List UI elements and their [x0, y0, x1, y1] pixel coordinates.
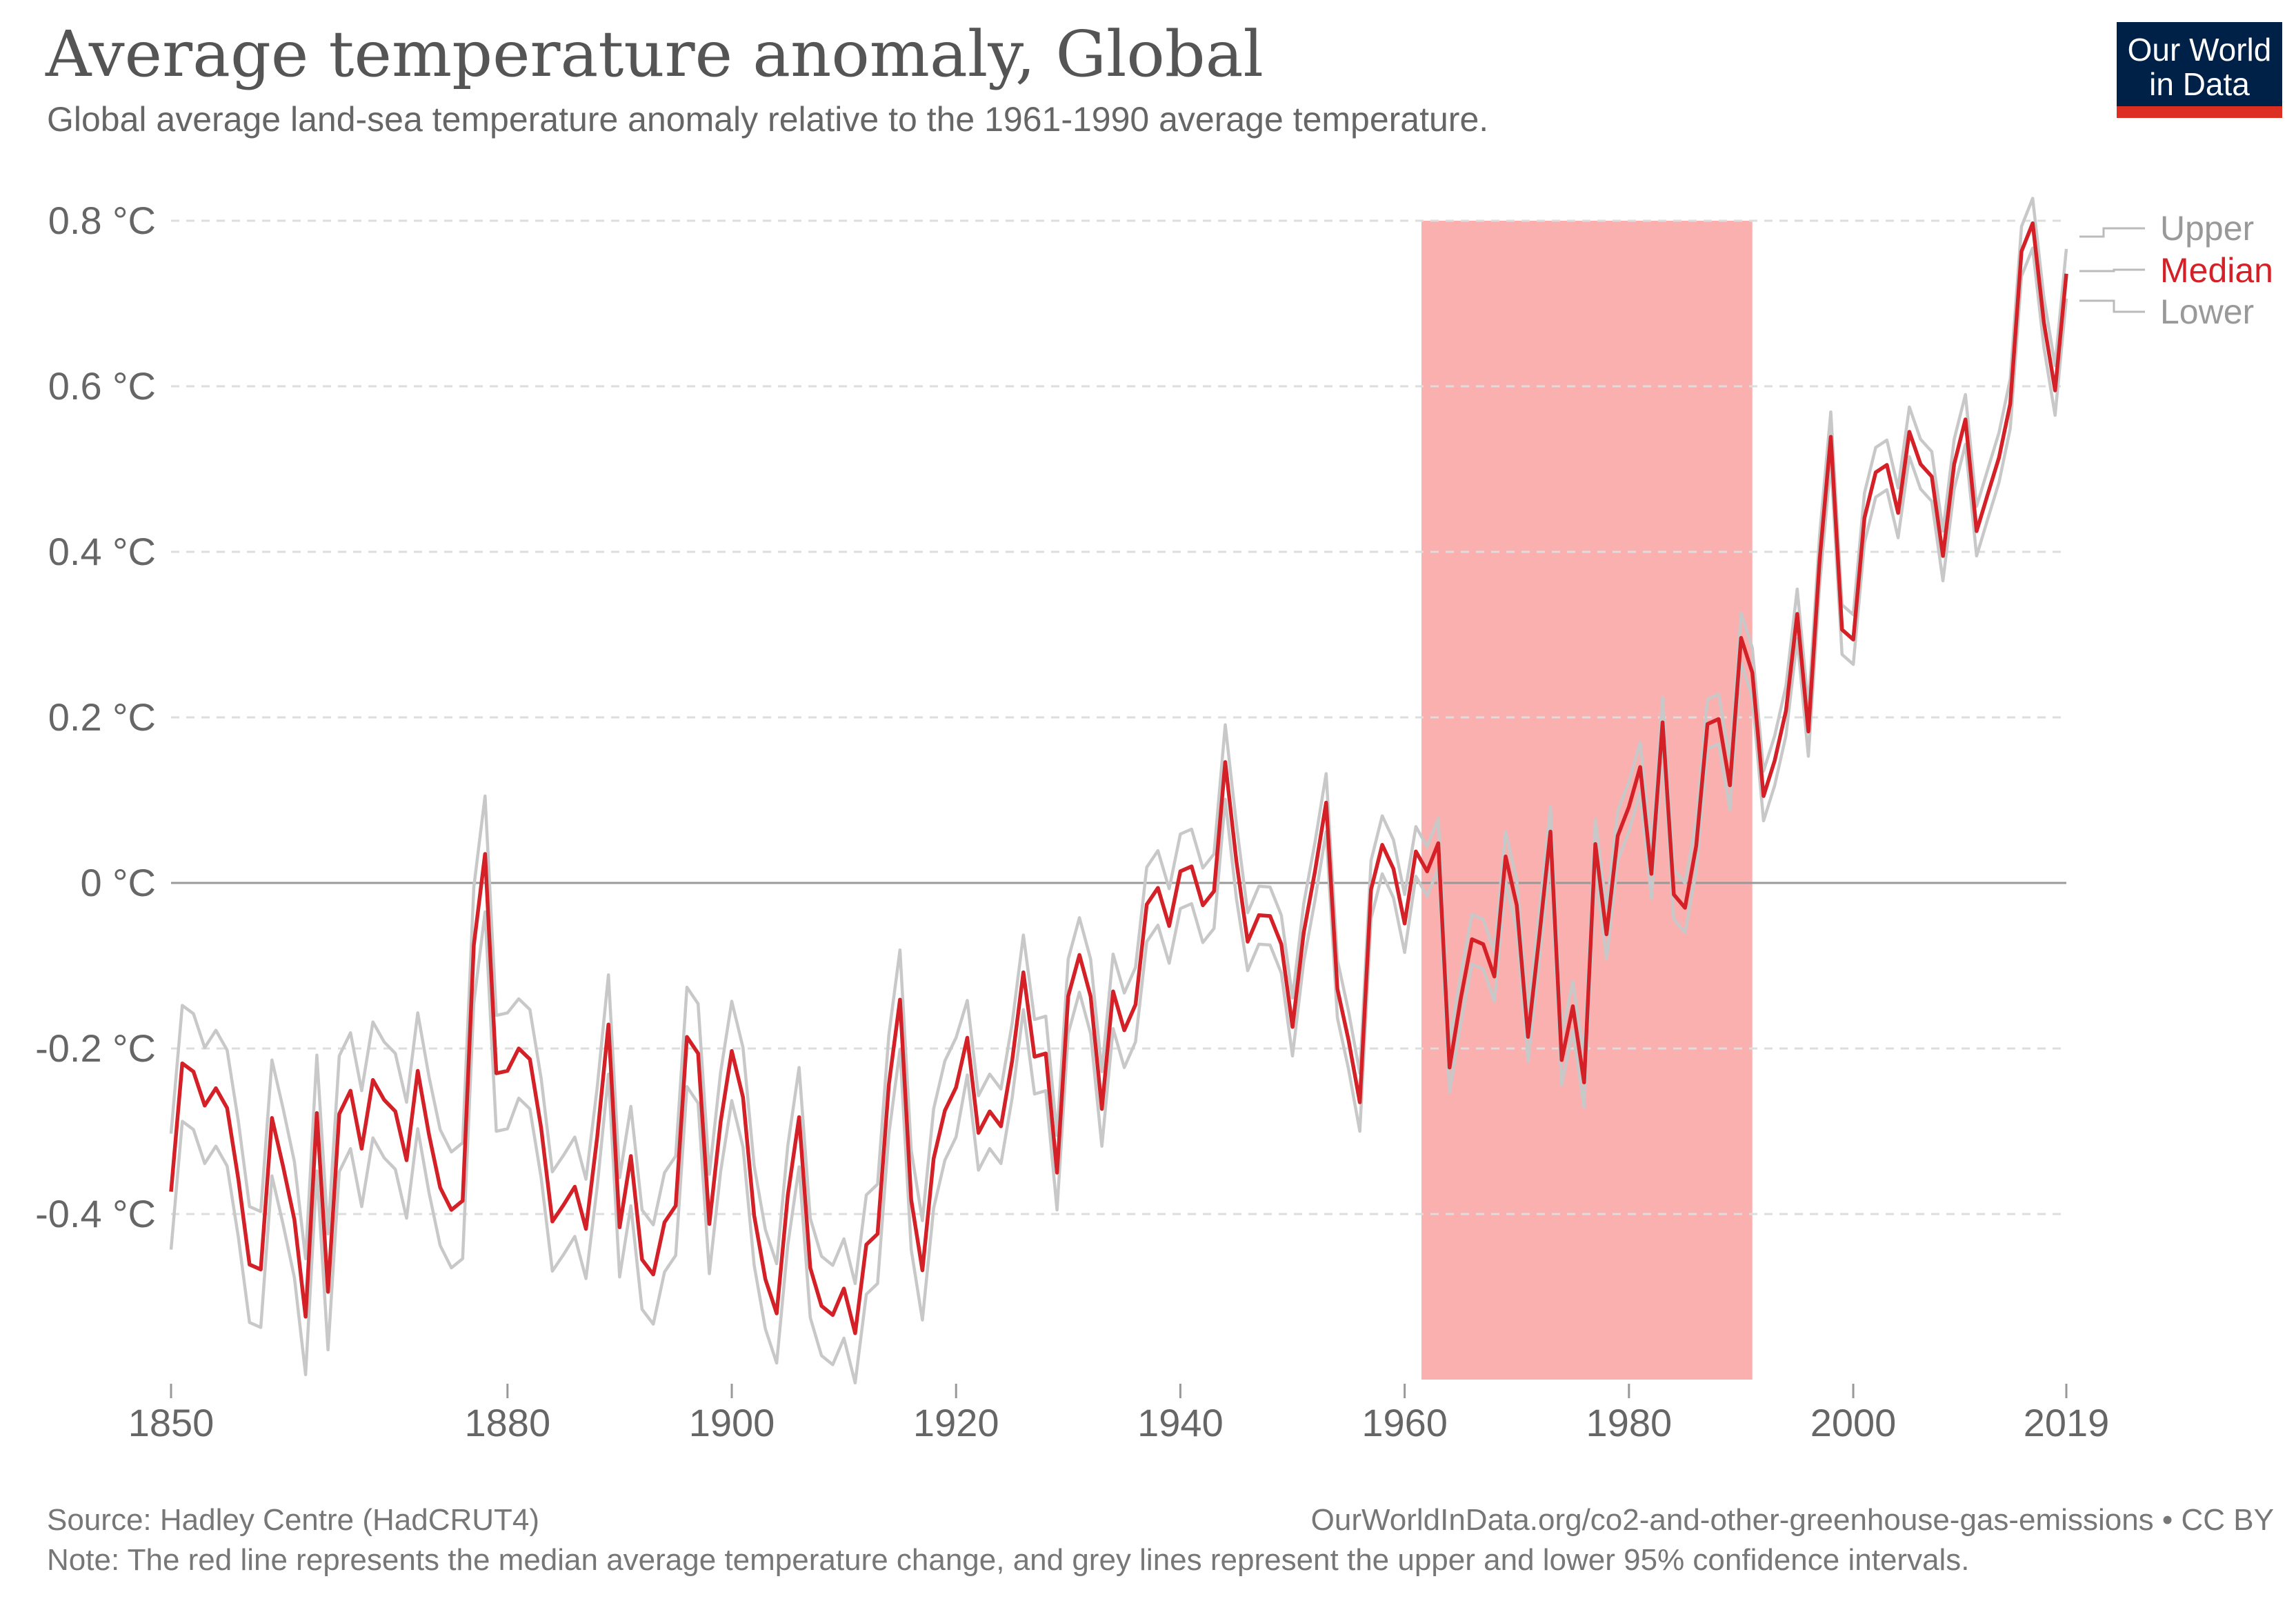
gridlines	[171, 219, 2066, 1215]
x-tick-label: 1850	[128, 1401, 214, 1444]
x-tick-label: 1940	[1137, 1401, 1224, 1444]
logo-line1: Our World	[2128, 32, 2272, 68]
y-tick-label: 0.2 °C	[48, 695, 156, 739]
upper-line	[169, 197, 2068, 1286]
source-text: Source: Hadley Centre (HadCRUT4)	[47, 1503, 539, 1537]
y-tick-label: -0.4 °C	[35, 1192, 156, 1235]
y-axis: 0.8 °C 0.6 °C 0.4 °C 0.2 °C 0 °C -0.2 °C -0.4 …	[35, 199, 156, 1235]
chart-title: Average temperature anomaly, Global	[45, 17, 1264, 91]
chart-subtitle: Global average land-sea temperature anom…	[47, 100, 1488, 139]
y-tick-label: 0.6 °C	[48, 364, 156, 408]
x-tick-label: 2000	[1810, 1401, 1897, 1444]
lower-line	[169, 246, 2068, 1385]
logo-red-bar	[2117, 106, 2282, 118]
logo-background	[2117, 22, 2282, 106]
y-tick-label: 0 °C	[80, 861, 156, 904]
legend-connector-lower	[2079, 299, 2145, 313]
y-tick-label: 0.8 °C	[48, 199, 156, 242]
legend-upper: Upper	[2160, 209, 2254, 248]
legend: Upper Median Lower	[2079, 209, 2273, 331]
owid-logo[interactable]: Our World in Data	[2117, 22, 2282, 118]
legend-connector-median	[2079, 268, 2145, 272]
x-tick-label: 1980	[1586, 1401, 1673, 1444]
source-url-link[interactable]: OurWorldInData.org/co2-and-other-greenho…	[1311, 1503, 2274, 1537]
y-tick-label: 0.4 °C	[48, 530, 156, 573]
x-tick-label: 2019	[2024, 1401, 2110, 1444]
legend-connector-upper	[2079, 227, 2145, 238]
x-tick-label: 1900	[689, 1401, 775, 1444]
legend-median: Median	[2160, 251, 2273, 290]
x-tick-label: 1960	[1361, 1401, 1448, 1444]
x-axis: 1850 1880 1900 1920 1940 1960 1980 2000 2019	[128, 1384, 2110, 1444]
note-text: Note: The red line represents the median…	[47, 1543, 1970, 1577]
y-tick-label: -0.2 °C	[35, 1026, 156, 1070]
x-tick-label: 1880	[465, 1401, 551, 1444]
x-tick-label: 1920	[913, 1401, 999, 1444]
logo-line2: in Data	[2149, 66, 2250, 102]
series-lines	[169, 197, 2068, 1385]
legend-lower: Lower	[2160, 292, 2254, 331]
median-line	[169, 221, 2068, 1335]
